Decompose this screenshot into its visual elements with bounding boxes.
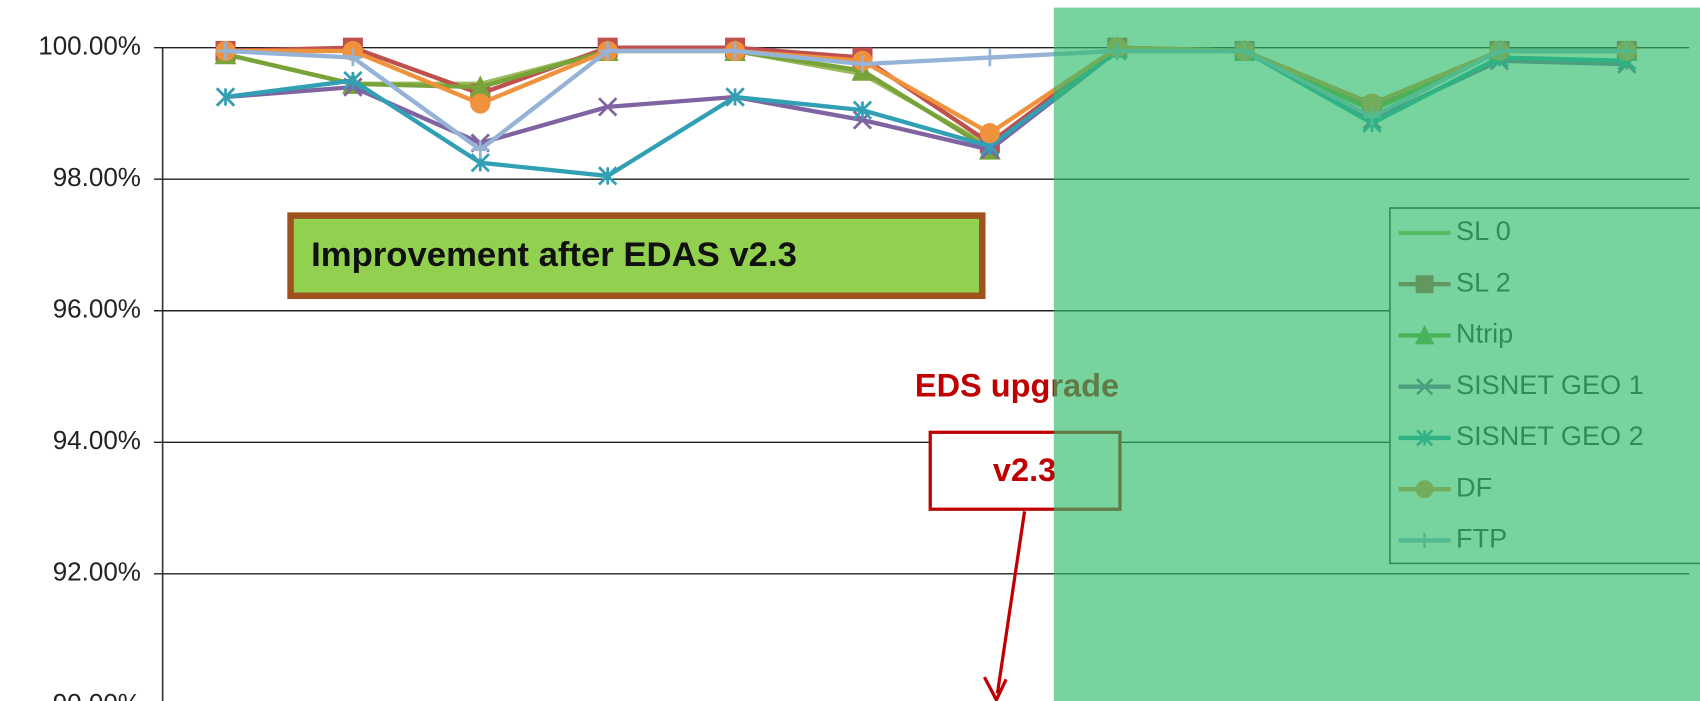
highlight-region	[1053, 7, 1700, 701]
arrow	[995, 511, 1027, 694]
y-tick-label: 90.00%	[53, 688, 141, 701]
annotation-box	[287, 212, 986, 300]
marker	[981, 48, 999, 67]
y-tick-label: 94.00%	[53, 425, 141, 455]
marker	[216, 42, 235, 60]
marker	[598, 97, 618, 117]
marker	[470, 93, 491, 114]
marker	[598, 166, 618, 186]
marker	[726, 42, 744, 60]
y-tick-label: 96.00%	[53, 294, 141, 324]
marker	[471, 140, 489, 159]
annotation: Improvement after EDAS v2.3	[311, 236, 797, 274]
marker	[343, 70, 363, 91]
y-tick-label: 98.00%	[53, 162, 141, 192]
annotation: v2.3	[993, 452, 1056, 488]
marker	[853, 55, 872, 73]
y-tick-label: 92.00%	[53, 557, 141, 587]
marker	[215, 87, 236, 107]
marker	[852, 100, 873, 120]
marker	[344, 48, 362, 67]
marker	[979, 123, 1000, 144]
arrow-head	[982, 676, 1008, 701]
marker	[725, 87, 745, 107]
y-tick-label: 100.00%	[38, 31, 141, 61]
marker	[599, 42, 617, 60]
